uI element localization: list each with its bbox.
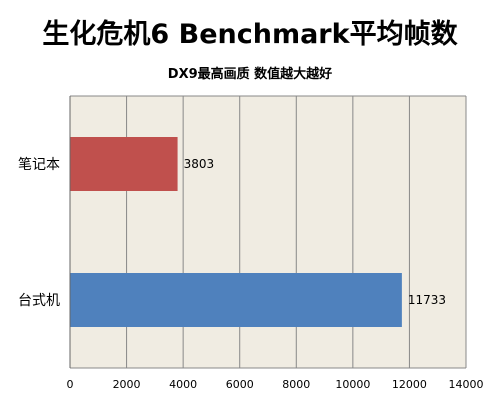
x-tick-label: 12000 bbox=[392, 378, 427, 391]
x-tick-label: 4000 bbox=[169, 378, 197, 391]
chart-subtitle: DX9最高画质 数值越大越好 bbox=[167, 67, 333, 82]
data-labels: 3803 11733 bbox=[184, 157, 446, 307]
data-label: 3803 bbox=[184, 157, 215, 171]
x-tick-label: 2000 bbox=[113, 378, 141, 391]
category-label: 台式机 bbox=[18, 293, 60, 309]
x-tick-label: 8000 bbox=[282, 378, 310, 391]
data-label: 11733 bbox=[408, 293, 446, 307]
bars bbox=[70, 137, 402, 327]
bar bbox=[70, 137, 178, 191]
x-tick-label: 14000 bbox=[449, 378, 484, 391]
plot-area bbox=[70, 96, 466, 368]
x-tick-labels: 0 2000 4000 6000 8000 10000 12000 14000 bbox=[67, 378, 484, 391]
x-tick-label: 10000 bbox=[335, 378, 370, 391]
chart-title: 生化危机6 Benchmark平均帧数 bbox=[42, 19, 458, 50]
category-label: 笔记本 bbox=[18, 157, 60, 173]
bar bbox=[70, 273, 402, 327]
x-tick-label: 6000 bbox=[226, 378, 254, 391]
x-tick-label: 0 bbox=[67, 378, 74, 391]
